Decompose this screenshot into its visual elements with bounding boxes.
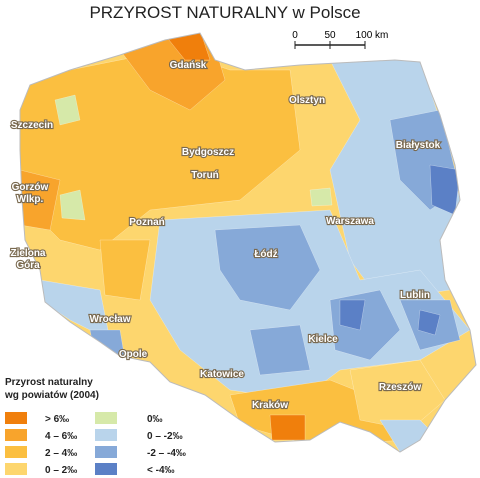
city-label: Gdańsk — [170, 60, 207, 71]
city-label: Bydgoszcz — [182, 147, 234, 158]
city-label: Szczecin — [11, 120, 53, 131]
region — [349, 359, 446, 431]
city-label: Toruń — [191, 170, 219, 181]
city-label: Łódź — [254, 249, 277, 260]
legend-label: -2 – -4‰ — [147, 448, 186, 459]
region — [249, 324, 311, 376]
region — [309, 187, 333, 207]
city-label: Zielona — [10, 248, 45, 259]
legend-swatch — [5, 429, 27, 441]
city-label: Olsztyn — [289, 95, 325, 106]
region — [214, 224, 321, 311]
scale-label: 0 — [292, 30, 298, 41]
legend-title: wg powiatów (2004) — [4, 390, 99, 401]
region — [20, 169, 61, 231]
map-title: PRZYROST NATURALNY w Polsce — [89, 3, 360, 22]
legend-swatch — [5, 463, 27, 475]
city-label: Katowice — [200, 369, 244, 380]
legend-label: 0 – 2‰ — [45, 465, 77, 476]
legend-swatch — [95, 412, 117, 424]
region — [54, 94, 81, 126]
region — [269, 414, 306, 441]
city-label: Warszawa — [326, 216, 374, 227]
legend-swatch — [95, 463, 117, 475]
legend-label: > 6‰ — [45, 414, 69, 425]
legend-swatch — [95, 429, 117, 441]
city-label: Kraków — [252, 400, 288, 411]
city-label: Gorzów — [12, 182, 49, 193]
region — [417, 309, 441, 336]
legend-swatch — [5, 412, 27, 424]
legend: Przyrost naturalny wg powiatów (2004) > 6‰… — [4, 377, 186, 476]
legend-label: 2 – 4‰ — [45, 448, 77, 459]
city-label: Białystok — [396, 140, 441, 151]
region — [59, 189, 86, 221]
city-label: Wrocław — [90, 314, 131, 325]
legend-label: 0‰ — [147, 414, 163, 425]
city-label: Lublin — [400, 290, 430, 301]
scale-bar: 0 50 100 km — [292, 30, 388, 49]
region — [339, 299, 366, 331]
legend-label: 4 – 6‰ — [45, 431, 77, 442]
city-labels: Gdańsk Olsztyn Szczecin Białystok Bydgoszcz T… — [9, 59, 441, 412]
city-label: Kielce — [308, 334, 338, 345]
city-label: Góra — [16, 260, 40, 271]
legend-swatch — [95, 446, 117, 458]
city-label: Wlkp. — [17, 194, 44, 205]
city-label: Opole — [119, 349, 148, 360]
legend-label: 0 – -2‰ — [147, 431, 183, 442]
legend-title: Przyrost naturalny — [5, 377, 93, 388]
region — [99, 239, 151, 301]
legend-label: < -4‰ — [147, 465, 175, 476]
scale-label: 50 — [324, 30, 336, 41]
city-label: Poznań — [129, 217, 165, 228]
city-label: Rzeszów — [379, 382, 421, 393]
legend-swatch — [5, 446, 27, 458]
scale-label: 100 km — [356, 30, 389, 41]
